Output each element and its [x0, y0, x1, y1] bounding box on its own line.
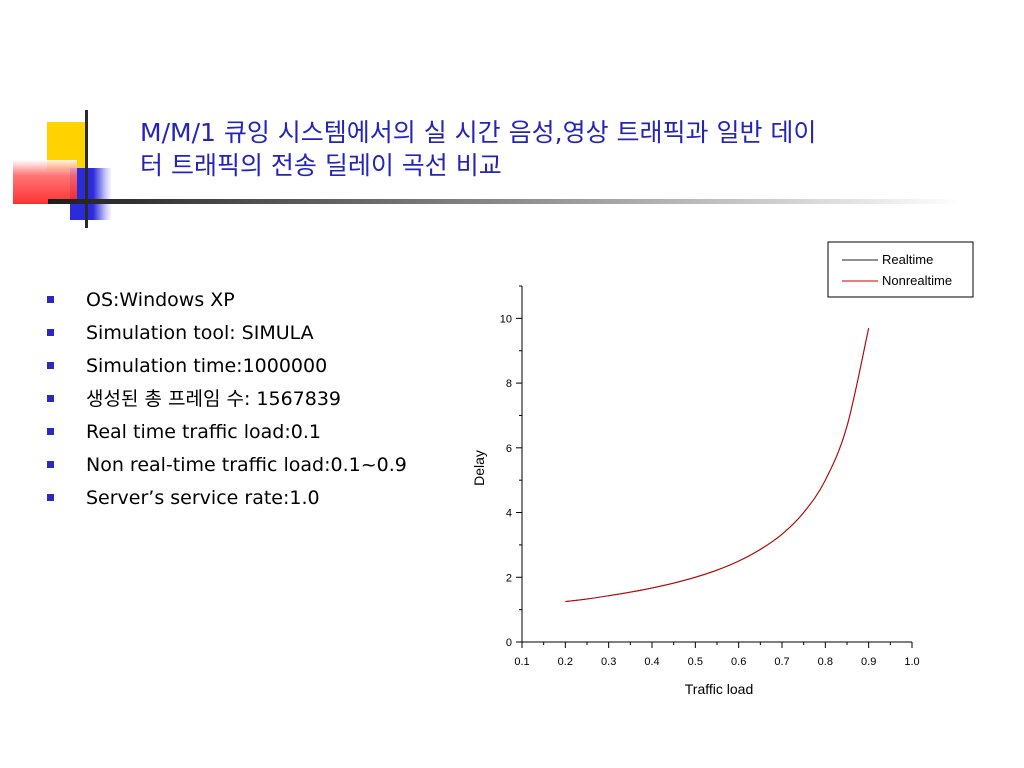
y-tick-label: 10 [500, 313, 512, 325]
delay-chart: 0.1 0.2 0.3 0.4 0.5 0.6 0.7 0.8 0.9 1.0 0 2 4 6 8 10 Tra… [471, 241, 974, 697]
square-bullet-icon [47, 329, 54, 336]
legend-box [827, 241, 974, 298]
bullet-item: Non real-time traffic load:0.1~0.9 [44, 451, 474, 484]
x-tick-label: 0.2 [558, 656, 573, 668]
bullet-list: OS:Windows XP Simulation tool: SIMULA Si… [44, 286, 474, 517]
bullet-text: Simulation tool: SIMULA [86, 322, 314, 344]
y-tick-label: 6 [506, 443, 512, 455]
square-bullet-icon [47, 362, 54, 369]
square-bullet-icon [47, 461, 54, 468]
bullet-text: 생성된 총 프레임 수: 1567839 [86, 388, 342, 410]
title-underline [48, 199, 960, 204]
x-axis-label: Traffic load [685, 681, 753, 697]
y-axis-label: Delay [471, 450, 487, 486]
y-tick-label: 0 [506, 637, 512, 649]
slide-title: M/M/1 큐잉 시스템에서의 실 시간 음성,영상 트래픽과 일반 데이 터 … [140, 116, 1000, 182]
x-tick-label: 0.8 [818, 656, 833, 668]
square-bullet-icon [47, 494, 54, 501]
x-tick-label: 0.3 [601, 656, 616, 668]
bullet-text: Simulation time:1000000 [86, 355, 328, 377]
y-tick-label: 2 [506, 572, 512, 584]
x-tick-label: 0.6 [731, 656, 746, 668]
square-bullet-icon [47, 296, 54, 303]
legend-label: Realtime [882, 252, 933, 267]
bullet-item: OS:Windows XP [44, 286, 474, 319]
bullet-item: Real time traffic load:0.1 [44, 418, 474, 451]
series-line-realtime [565, 327, 870, 603]
x-tick-label: 0.1 [514, 656, 529, 668]
x-tick-label: 0.5 [688, 656, 703, 668]
y-tick-label: 8 [506, 378, 512, 390]
x-tick-label: 0.4 [644, 656, 659, 668]
bullet-item: 생성된 총 프레임 수: 1567839 [44, 385, 474, 418]
bullet-item: Simulation time:1000000 [44, 352, 474, 385]
logo-blue-square [70, 168, 112, 220]
x-tick-label: 0.7 [774, 656, 789, 668]
square-bullet-icon [47, 395, 54, 402]
bullet-text: Non real-time traffic load:0.1~0.9 [86, 454, 407, 476]
slide-title-line-1: M/M/1 큐잉 시스템에서의 실 시간 음성,영상 트래픽과 일반 데이 [140, 118, 817, 147]
logo-vertical-line [85, 110, 88, 228]
x-tick-label: 0.9 [861, 656, 876, 668]
bullet-text: OS:Windows XP [86, 289, 235, 311]
bullet-item: Simulation tool: SIMULA [44, 319, 474, 352]
series-line-nonrealtime [565, 327, 870, 603]
logo-red-square [13, 160, 77, 204]
square-bullet-icon [47, 428, 54, 435]
chart-legend: Realtime Nonrealtime [827, 241, 974, 298]
bullet-item: Server’s service rate:1.0 [44, 484, 474, 517]
y-tick-label: 4 [506, 508, 512, 520]
bullet-text: Real time traffic load:0.1 [86, 421, 321, 443]
x-tick-label: 1.0 [904, 656, 919, 668]
legend-label: Nonrealtime [882, 273, 952, 288]
bullet-text: Server’s service rate:1.0 [86, 487, 320, 509]
slide-title-line-2: 터 트래픽의 전송 딜레이 곡선 비교 [140, 151, 502, 180]
